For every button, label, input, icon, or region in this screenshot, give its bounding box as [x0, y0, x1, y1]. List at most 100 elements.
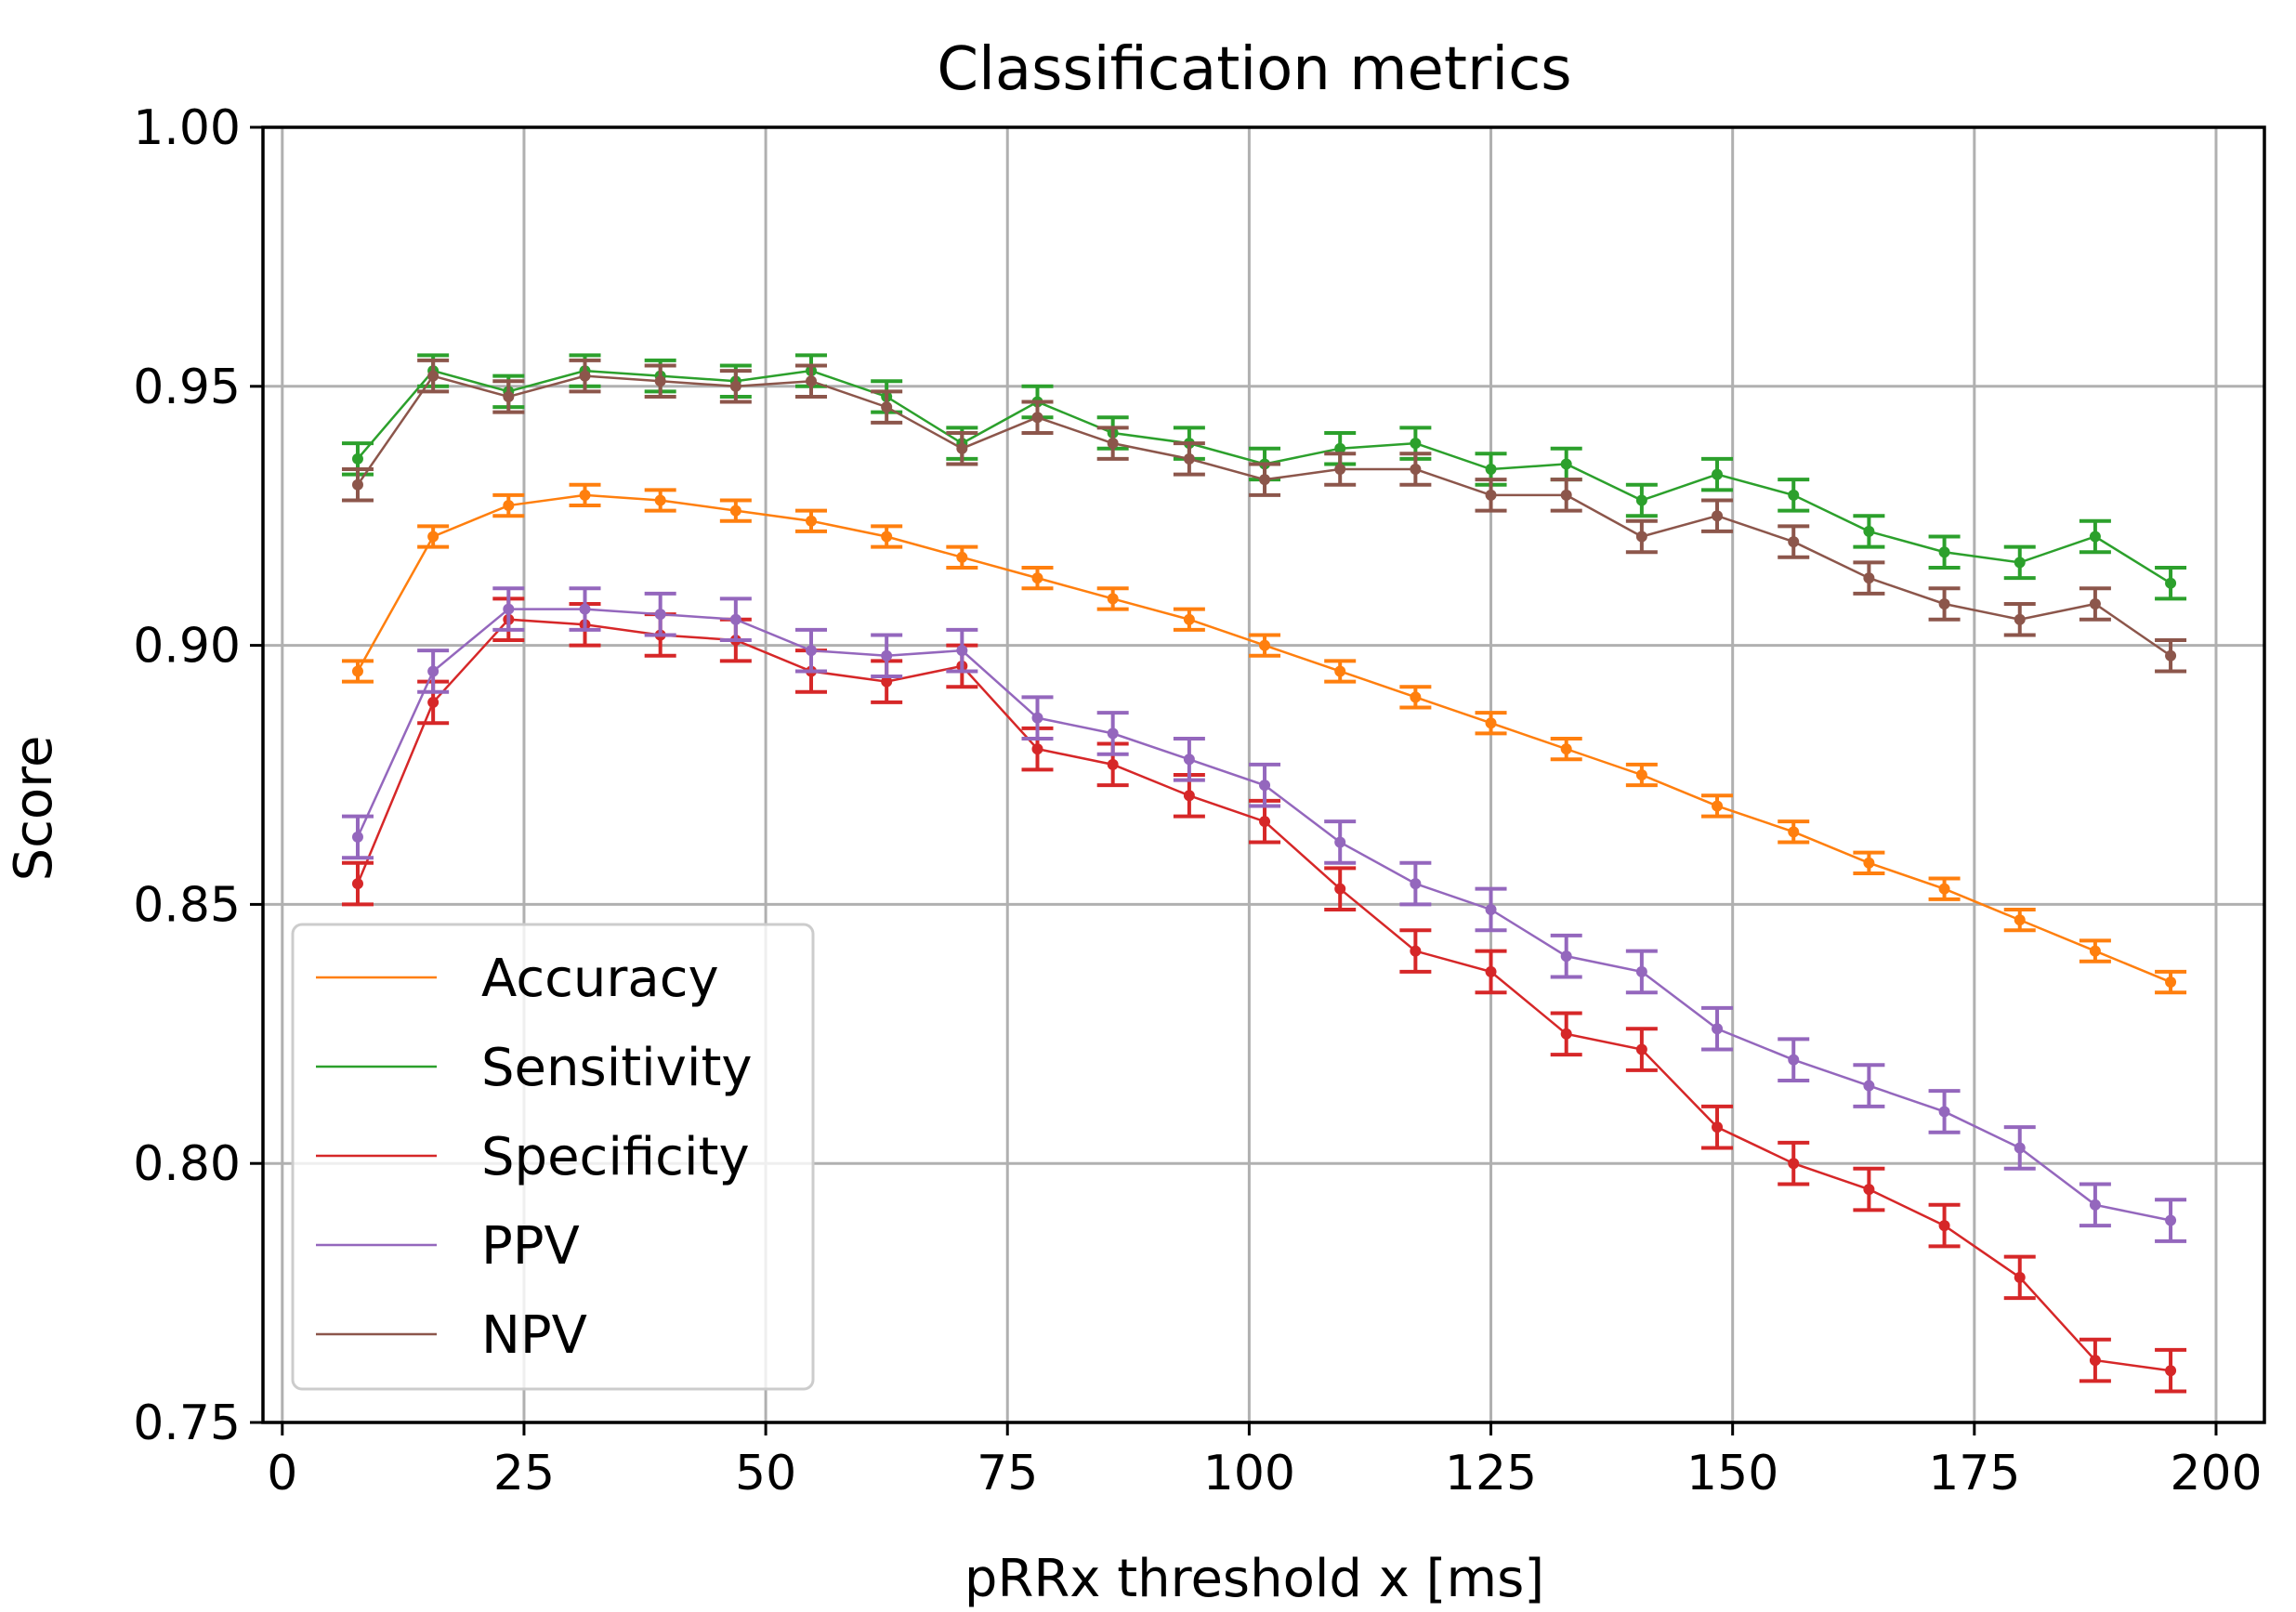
y-tick-label: 0.75: [133, 1396, 241, 1451]
data-point: [2014, 1271, 2026, 1283]
data-point: [503, 500, 515, 512]
data-point: [1560, 1028, 1572, 1040]
data-point: [427, 531, 440, 543]
data-point: [1712, 1023, 1724, 1035]
ticks: 0 25 50 75 100 125 150 175 200 0.75 0.80 0.85 0.90 0.…: [133, 100, 2262, 1501]
x-tick-label: 25: [493, 1446, 555, 1501]
data-point: [1560, 950, 1572, 963]
data-point: [1712, 510, 1724, 522]
data-point: [579, 370, 591, 382]
data-point: [1635, 769, 1647, 780]
data-point: [1183, 613, 1195, 625]
data-point: [1712, 800, 1724, 812]
data-point: [1031, 743, 1043, 755]
x-tick-label: 150: [1686, 1446, 1778, 1501]
data-point: [579, 489, 591, 501]
data-point: [1107, 593, 1119, 605]
data-point: [654, 494, 666, 506]
data-point: [1938, 597, 1950, 609]
data-point: [1635, 494, 1647, 506]
x-axis-label: pRRx threshold x [ms]: [964, 1549, 1544, 1609]
data-point: [2165, 1214, 2177, 1226]
legend-label: Accuracy: [481, 949, 719, 1009]
data-point: [1259, 474, 1271, 486]
data-point: [351, 478, 363, 491]
data-point: [1863, 525, 1875, 537]
legend-label: Sensitivity: [481, 1038, 753, 1098]
x-tick-label: 175: [1928, 1446, 2020, 1501]
data-point: [351, 452, 363, 465]
data-point: [1485, 903, 1497, 915]
x-tick-label: 100: [1203, 1446, 1295, 1501]
data-point: [1410, 945, 1422, 957]
data-point: [1107, 727, 1119, 740]
data-point: [1410, 464, 1422, 476]
data-point: [579, 603, 591, 615]
data-point: [427, 370, 440, 382]
x-tick-label: 75: [977, 1446, 1038, 1501]
data-point: [1485, 717, 1497, 729]
data-point: [881, 649, 893, 662]
x-tick-label: 50: [735, 1446, 796, 1501]
data-point: [1031, 572, 1043, 584]
data-point: [2165, 976, 2177, 989]
data-point: [351, 831, 363, 843]
data-point: [1485, 464, 1497, 476]
data-point: [2165, 1365, 2177, 1377]
data-point: [503, 390, 515, 402]
data-point: [1410, 691, 1422, 703]
data-point: [654, 609, 666, 621]
y-tick-label: 0.85: [133, 877, 241, 933]
data-point: [881, 401, 893, 413]
data-point: [1788, 1054, 1800, 1066]
data-point: [1107, 438, 1119, 450]
data-point: [956, 442, 968, 454]
data-point: [1334, 836, 1346, 848]
legend-label: PPV: [481, 1216, 580, 1277]
data-point: [729, 505, 741, 517]
y-tick-label: 0.95: [133, 360, 241, 415]
data-point: [503, 603, 515, 615]
data-point: [729, 613, 741, 625]
data-point: [1183, 452, 1195, 465]
data-point: [1259, 639, 1271, 651]
data-point: [1712, 1121, 1724, 1134]
data-point: [1410, 878, 1422, 890]
data-point: [1259, 816, 1271, 828]
data-point: [1863, 857, 1875, 869]
data-point: [1635, 965, 1647, 977]
data-point: [1788, 536, 1800, 548]
data-point: [1183, 754, 1195, 766]
data-point: [806, 645, 818, 657]
y-tick-label: 1.00: [133, 100, 241, 156]
data-point: [1712, 468, 1724, 480]
data-point: [1788, 1158, 1800, 1170]
data-point: [351, 665, 363, 677]
data-point: [2165, 577, 2177, 589]
data-point: [1938, 1220, 1950, 1232]
legend: Accuracy Sensitivity Specificity PPV NPV: [291, 923, 815, 1391]
plot-frame: [261, 125, 2266, 1424]
series-ppv: [341, 586, 2187, 1243]
legend-label: NPV: [481, 1305, 587, 1366]
data-point: [729, 380, 741, 392]
data-point: [427, 696, 440, 708]
data-point: [1863, 572, 1875, 584]
data-point: [1107, 758, 1119, 770]
chart-title: Classification metrics: [937, 35, 1571, 104]
data-point: [2089, 945, 2101, 957]
data-point: [1334, 464, 1346, 476]
data-point: [427, 665, 440, 677]
series-layer: [341, 353, 2187, 1394]
data-point: [1031, 712, 1043, 724]
legend-box: [291, 923, 815, 1391]
data-point: [956, 645, 968, 657]
data-point: [2089, 531, 2101, 543]
data-point: [881, 675, 893, 688]
data-point: [1031, 412, 1043, 424]
data-point: [956, 551, 968, 563]
data-point: [2089, 597, 2101, 609]
data-point: [1410, 438, 1422, 450]
data-point: [1938, 1106, 1950, 1118]
